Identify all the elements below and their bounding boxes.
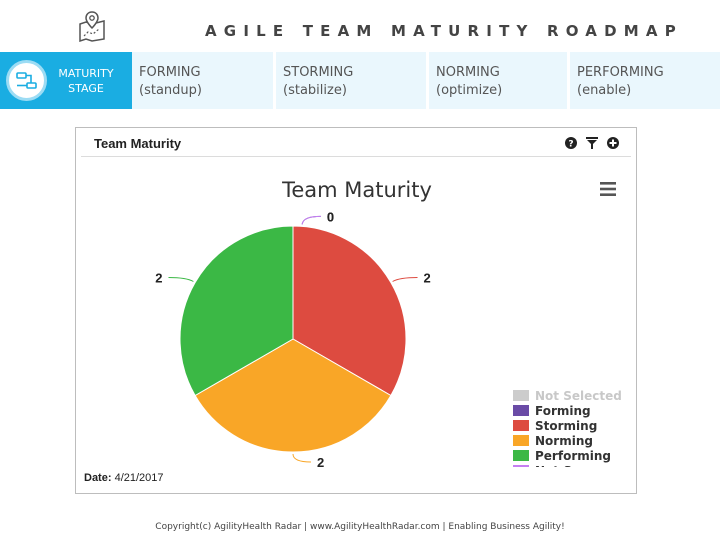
legend-label: Performing <box>535 449 611 463</box>
data-label-connector <box>168 277 194 282</box>
panel-toolbar: ? <box>564 136 620 150</box>
chart-legend: Not SelectedFormingStormingNormingPerfor… <box>513 389 622 467</box>
data-label-norming: 2 <box>317 455 324 467</box>
stage-name: PERFORMING <box>577 65 664 80</box>
stage-divider <box>273 52 276 109</box>
maturity-stage-header: MATURITY STAGE <box>0 52 132 109</box>
stage-divider <box>426 52 429 109</box>
legend-swatch <box>513 435 529 446</box>
maturity-stage-bar: MATURITY STAGE FORMING (standup) STORMIN… <box>0 52 720 109</box>
report-date: Date: 4/21/2017 <box>84 472 164 484</box>
help-icon[interactable]: ? <box>564 136 578 150</box>
date-value: 4/21/2017 <box>114 472 164 484</box>
legend-item-forming[interactable]: Forming <box>513 404 591 418</box>
stage-subtitle: (enable) <box>577 83 632 98</box>
legend-item-storming[interactable]: Storming <box>513 419 597 433</box>
data-label-connector <box>392 277 418 282</box>
pie-slice-storming[interactable] <box>292 225 407 397</box>
legend-swatch <box>513 450 529 461</box>
stage-subtitle: (optimize) <box>436 83 503 98</box>
stage-forming: FORMING (standup) <box>132 52 273 109</box>
legend-swatch <box>513 420 529 431</box>
legend-label: Not Sure <box>535 464 594 467</box>
maturity-stage-label: MATURITY STAGE <box>50 66 122 96</box>
hamburger-menu-icon[interactable] <box>600 182 616 196</box>
data-label-performing: 2 <box>155 271 162 286</box>
pie-slice-norming[interactable] <box>194 338 392 453</box>
date-label: Date: <box>84 472 112 484</box>
stage-norming: NORMING (optimize) <box>429 52 567 109</box>
page-title: AGILE TEAM MATURITY ROADMAP <box>205 22 683 40</box>
map-pin-icon <box>79 11 105 42</box>
legend-label: Forming <box>535 404 591 418</box>
add-icon[interactable] <box>606 136 620 150</box>
stage-name: NORMING <box>436 65 500 80</box>
legend-label: Not Selected <box>535 389 622 403</box>
legend-item-not-selected[interactable]: Not Selected <box>513 389 622 403</box>
data-label-connector <box>301 215 321 225</box>
legend-swatch <box>513 465 529 467</box>
legend-swatch <box>513 405 529 416</box>
data-label-not-sure: 0 <box>327 209 334 224</box>
pie-slices <box>179 225 407 453</box>
flow-chart-icon <box>6 60 47 101</box>
data-label-connector <box>292 453 312 463</box>
stage-divider <box>567 52 570 109</box>
svg-text:?: ? <box>568 140 573 150</box>
data-label-storming: 2 <box>424 271 431 286</box>
legend-item-norming[interactable]: Norming <box>513 434 593 448</box>
data-label-forming: 0 <box>327 209 334 224</box>
stage-name: FORMING <box>139 65 201 80</box>
panel-title: Team Maturity <box>94 136 182 151</box>
panel-divider <box>81 156 631 157</box>
footer-copyright: Copyright(c) AgilityHealth Radar | www.A… <box>155 522 565 532</box>
pie-slice-performing[interactable] <box>179 225 294 397</box>
chart-title: Team Maturity <box>281 178 432 202</box>
stage-subtitle: (standup) <box>139 83 202 98</box>
maturity-stage-line1: MATURITY <box>58 67 114 80</box>
legend-label: Norming <box>535 434 593 448</box>
legend-item-not-sure[interactable]: Not Sure <box>513 464 594 467</box>
legend-item-performing[interactable]: Performing <box>513 449 611 463</box>
stage-performing: PERFORMING (enable) <box>570 52 708 109</box>
stage-name: STORMING <box>283 65 354 80</box>
filter-icon[interactable] <box>585 136 599 150</box>
stage-storming: STORMING (stabilize) <box>276 52 426 109</box>
maturity-stage-line2: STAGE <box>68 82 104 95</box>
stage-subtitle: (stabilize) <box>283 83 347 98</box>
legend-swatch <box>513 390 529 401</box>
legend-label: Storming <box>535 419 597 433</box>
